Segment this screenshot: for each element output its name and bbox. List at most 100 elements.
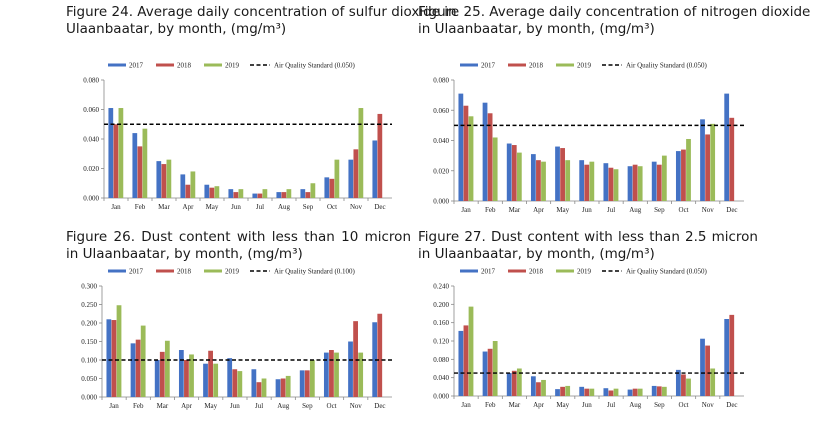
bar-2019-jan: [116, 305, 122, 397]
bar-2018-sep: [305, 192, 311, 198]
x-tick-label-feb: Feb: [133, 402, 144, 410]
bar-2018-jun: [584, 164, 590, 201]
x-tick-label-dec: Dec: [726, 401, 737, 409]
bar-2019-mar: [516, 368, 522, 396]
bar-2018-may: [209, 187, 215, 198]
x-tick-label-aug: Aug: [629, 206, 642, 214]
x-tick-label-jul: Jul: [607, 206, 615, 214]
bar-2017-jan: [108, 108, 114, 198]
bar-2018-may: [208, 350, 213, 397]
bar-2018-feb: [135, 339, 141, 397]
bar-2018-apr: [536, 382, 541, 396]
bar-2017-jun: [228, 189, 234, 198]
figure-27-title: Figure 27. Dust content with less than 2…: [418, 229, 758, 262]
bar-2019-oct: [334, 159, 340, 198]
bar-2019-apr: [190, 171, 196, 198]
x-tick-label-feb: Feb: [485, 401, 496, 409]
bar-2019-jul: [261, 378, 267, 397]
bar-2018-jan: [111, 320, 117, 397]
bar-2017-may: [204, 184, 210, 198]
y-tick-label: 0.060: [83, 106, 99, 114]
bar-2019-jun: [238, 189, 244, 198]
bar-2017-jun: [579, 386, 585, 396]
x-tick-label-aug: Aug: [629, 401, 642, 409]
bar-2019-may: [213, 363, 219, 397]
x-tick-label-mar: Mar: [157, 402, 169, 410]
bar-2018-may: [560, 386, 565, 396]
bar-2018-oct: [681, 149, 686, 201]
bar-2018-jun: [233, 192, 239, 198]
x-tick-label-nov: Nov: [350, 402, 363, 410]
bar-2017-jul: [603, 163, 609, 201]
figure-26-panel: Figure 26. Dust content with less than 1…: [66, 229, 478, 443]
bar-2019-aug: [637, 388, 643, 396]
y-tick-label: 0.050: [81, 375, 97, 383]
bar-2019-feb: [142, 128, 148, 198]
x-tick-label-aug: Aug: [278, 203, 291, 211]
bar-2018-mar: [511, 145, 517, 201]
bar-2017-jun: [579, 160, 585, 201]
bar-2018-feb: [487, 113, 493, 201]
x-tick-label-sep: Sep: [303, 203, 314, 211]
figure-24-panel: Figure 24. Average daily concentration o…: [66, 4, 478, 218]
bar-2019-mar: [164, 340, 170, 397]
bar-2018-aug: [632, 164, 638, 201]
x-tick-label-nov: Nov: [702, 206, 715, 214]
bar-2019-jul: [613, 169, 619, 201]
x-tick-label-jan: Jan: [109, 402, 119, 410]
y-tick-label: 0.040: [433, 137, 449, 145]
bar-2017-dec: [724, 93, 730, 201]
x-tick-label-aug: Aug: [277, 402, 290, 410]
legend-label-2019: 2019: [225, 62, 240, 70]
bar-2019-nov: [358, 352, 364, 397]
bar-2018-sep: [656, 386, 662, 396]
figure-25-chart: 0.000 0.020 0.040 0.060 0.080 Jan Feb Mar Apr May…: [433, 62, 744, 214]
bar-2019-jan: [468, 116, 474, 201]
bar-2018-jul: [257, 193, 263, 198]
bar-2018-mar: [511, 370, 517, 396]
bar-2018-jul: [256, 382, 262, 397]
bar-2019-feb: [492, 137, 498, 201]
x-tick-label-oct: Oct: [327, 203, 337, 211]
y-tick-label: 0.040: [433, 374, 449, 382]
bar-2017-mar: [154, 360, 160, 397]
bar-2019-apr: [189, 354, 194, 397]
bar-2019-may: [565, 160, 571, 201]
x-tick-label-jan: Jan: [461, 401, 471, 409]
bar-2019-apr: [541, 379, 546, 396]
bar-2017-apr: [530, 376, 536, 396]
bar-2017-nov: [348, 341, 353, 397]
bar-2018-oct: [329, 178, 335, 198]
bar-2019-jun: [237, 371, 243, 397]
x-tick-label-mar: Mar: [158, 203, 170, 211]
bar-2017-mar: [506, 373, 512, 396]
legend-label-2017: 2017: [481, 268, 496, 276]
bar-2018-jun: [232, 369, 238, 397]
bar-2018-oct: [681, 374, 686, 396]
bar-2017-feb: [482, 351, 488, 396]
bar-2018-dec: [377, 113, 383, 198]
bar-2019-may: [565, 385, 571, 396]
bar-2019-sep: [661, 386, 667, 396]
bar-2018-apr: [536, 160, 541, 201]
y-tick-label: 0.200: [433, 301, 449, 309]
legend-label-2018: 2018: [177, 268, 192, 276]
figure-27-panel: Figure 27. Dust content with less than 2…: [418, 229, 825, 443]
x-tick-label-nov: Nov: [350, 203, 363, 211]
bar-2019-jul: [613, 388, 619, 396]
bar-2017-nov: [348, 159, 354, 198]
x-tick-label-jul: Jul: [256, 203, 264, 211]
x-tick-label-nov: Nov: [702, 401, 715, 409]
figure-27-chart: 0.000 0.040 0.080 0.120 0.160 0.200 0.240 Jan Fe…: [433, 268, 744, 409]
bar-2018-jan: [463, 105, 469, 201]
x-tick-label-dec: Dec: [726, 206, 737, 214]
bar-2017-feb: [482, 102, 488, 201]
bar-2018-feb: [137, 146, 143, 198]
bar-2017-apr: [178, 350, 184, 397]
y-tick-label: 0.240: [433, 283, 449, 291]
figure-25-title: Figure 25. Average daily concentration o…: [418, 4, 811, 37]
bar-2017-apr: [180, 174, 186, 198]
bar-2019-sep: [661, 155, 667, 201]
bar-2019-feb: [140, 325, 146, 397]
bar-2019-sep: [310, 183, 316, 198]
